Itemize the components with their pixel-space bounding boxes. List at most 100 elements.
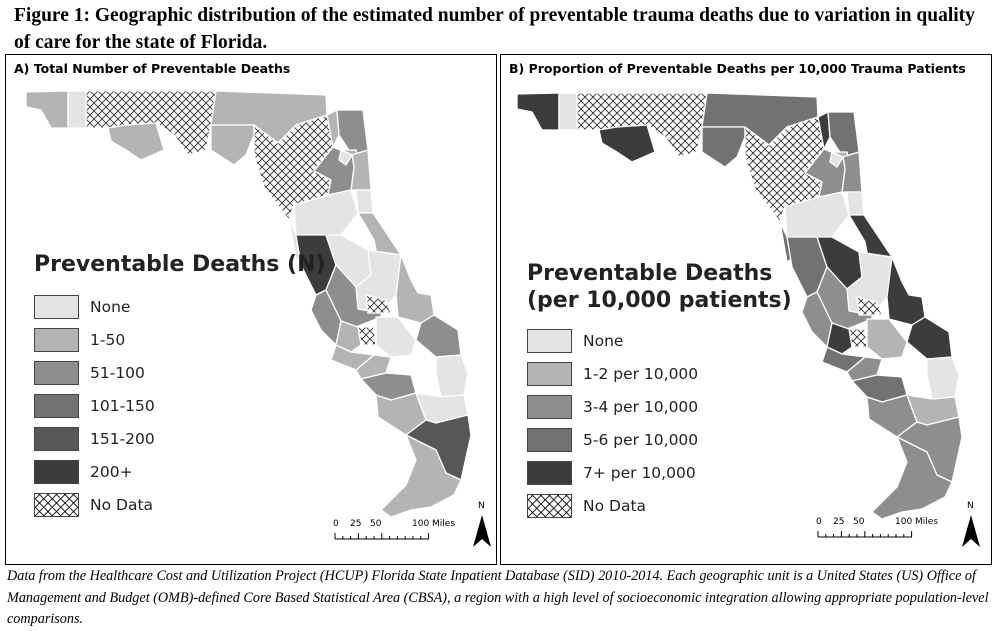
legend-item: 101-150 [34,389,326,422]
legend-item: None [527,324,792,357]
region-crestview [598,124,656,163]
legend-label: 200+ [90,462,133,481]
legend-swatch-c3 [527,427,572,452]
legend-item: None [34,290,326,323]
legend-swatch-c5 [34,459,79,484]
florida-map-proportion-deaths [516,92,963,520]
region-west-palm [926,356,960,400]
region-polk-nodata [856,296,883,316]
legend-label: 1-50 [90,330,126,349]
scale-label-100-miles: 100 Miles [412,519,456,529]
legend-item: No Data [34,488,326,521]
legend-swatch-c3 [34,393,79,418]
scale-label-0: 0 [816,517,822,527]
region-port-st-lucie [415,314,462,358]
legend-item: No Data [527,489,792,522]
legend-label: 3-4 per 10,000 [583,397,699,416]
legend-item: 3-4 per 10,000 [527,390,792,423]
region-jacksonville [827,111,860,158]
panel-b-title: B) Proportion of Preventable Deaths per … [509,61,966,76]
legend-item: 5-6 per 10,000 [527,423,792,456]
region-okeechobee [866,318,908,360]
legend-proportion-deaths: Preventable Deaths (per 10,000 patients)… [527,260,792,522]
north-arrow-icon [962,515,980,547]
legend-item: 1-2 per 10,000 [527,357,792,390]
legend-label: 101-150 [90,396,155,415]
legend-label: 1-2 per 10,000 [583,364,699,383]
cbsa-regions [25,90,472,518]
region-okeechobee [375,316,417,358]
north-arrow-icon [473,515,491,547]
north-arrow: N [472,501,492,549]
florida-map-total-deaths [25,90,472,518]
region-west-palm [435,354,469,398]
legend-item: 200+ [34,455,326,488]
legend-label: None [583,331,624,350]
legend-item: 51-100 [34,356,326,389]
region-pensacola-small [67,90,87,129]
legend-label: No Data [583,496,647,515]
legend-label: No Data [90,495,154,514]
scale-label-50: 50 [370,519,382,529]
region-melbourne [886,256,926,326]
scale-bar-graphic [334,533,430,540]
region-keys [380,434,462,518]
panel-b-proportion-deaths: B) Proportion of Preventable Deaths per … [500,54,992,565]
scale-label-100-miles: 100 Miles [895,517,939,527]
region-palm-coast [355,189,374,214]
legend-item: 1-50 [34,323,326,356]
region-crestview [107,122,165,161]
region-bradenton [826,322,853,355]
north-arrow: N [961,501,981,549]
legend-swatch-c1 [34,327,79,352]
region-far-west [25,90,69,129]
scale-label-25: 25 [350,519,362,529]
legend-swatch-none [527,328,572,353]
region-melbourne [395,254,435,324]
legend-item: 151-200 [34,422,326,455]
region-pensacola-small [558,92,578,131]
region-port-charlotte [355,354,392,380]
north-label: N [478,501,485,511]
panel-a-title: A) Total Number of Preventable Deaths [14,61,291,76]
legend-label: 151-200 [90,429,155,448]
scale-bar: 0 25 50 100 Miles [333,519,463,545]
legend-label: 7+ per 10,000 [583,463,696,482]
region-starke [338,149,353,166]
legend-items: None 1-2 per 10,000 3-4 per 10,000 5-6 per … [527,324,792,522]
region-starke [829,151,844,168]
legend-label: None [90,297,131,316]
legend-total-deaths: Preventable Deaths (N) None 1-50 51-100 101… [34,251,326,521]
legend-swatch-c1 [527,361,572,386]
legend-swatch-c2 [34,360,79,385]
region-polk-nodata [365,294,392,314]
scale-bar: 0 25 50 100 Miles [816,517,946,543]
region-bradenton [335,320,362,353]
legend-label: 51-100 [90,363,145,382]
legend-swatch-none [34,294,79,319]
scale-label-25: 25 [833,517,845,527]
legend-swatch-nodata [527,493,572,518]
legend-items: None 1-50 51-100 101-150 151-200 200+ No Data [34,290,326,521]
region-far-west [516,92,560,131]
scale-label-50: 50 [853,517,865,527]
legend-swatch-c4 [34,426,79,451]
region-port-st-lucie [906,316,953,360]
region-tallahassee [701,126,746,168]
legend-title: Preventable Deaths (N) [34,252,326,277]
legend-swatch-c2 [527,394,572,419]
legend-swatch-nodata [34,492,79,517]
scale-bar-graphic [817,531,913,538]
region-jacksonville [336,109,369,156]
cbsa-regions [516,92,963,520]
legend-swatch-c5 [527,460,572,485]
legend-title: Preventable Deaths (per 10,000 patients) [527,261,792,313]
region-tallahassee [210,124,255,166]
region-palm-coast [846,191,865,216]
region-port-charlotte [846,356,883,382]
panel-a-total-deaths: A) Total Number of Preventable Deaths Pr… [5,54,497,565]
north-label: N [967,501,974,511]
figure-caption: Data from the Healthcare Cost and Utiliz… [7,568,989,627]
scale-label-0: 0 [333,519,339,529]
figure-title: Figure 1: Geographic distribution of the… [14,5,975,53]
